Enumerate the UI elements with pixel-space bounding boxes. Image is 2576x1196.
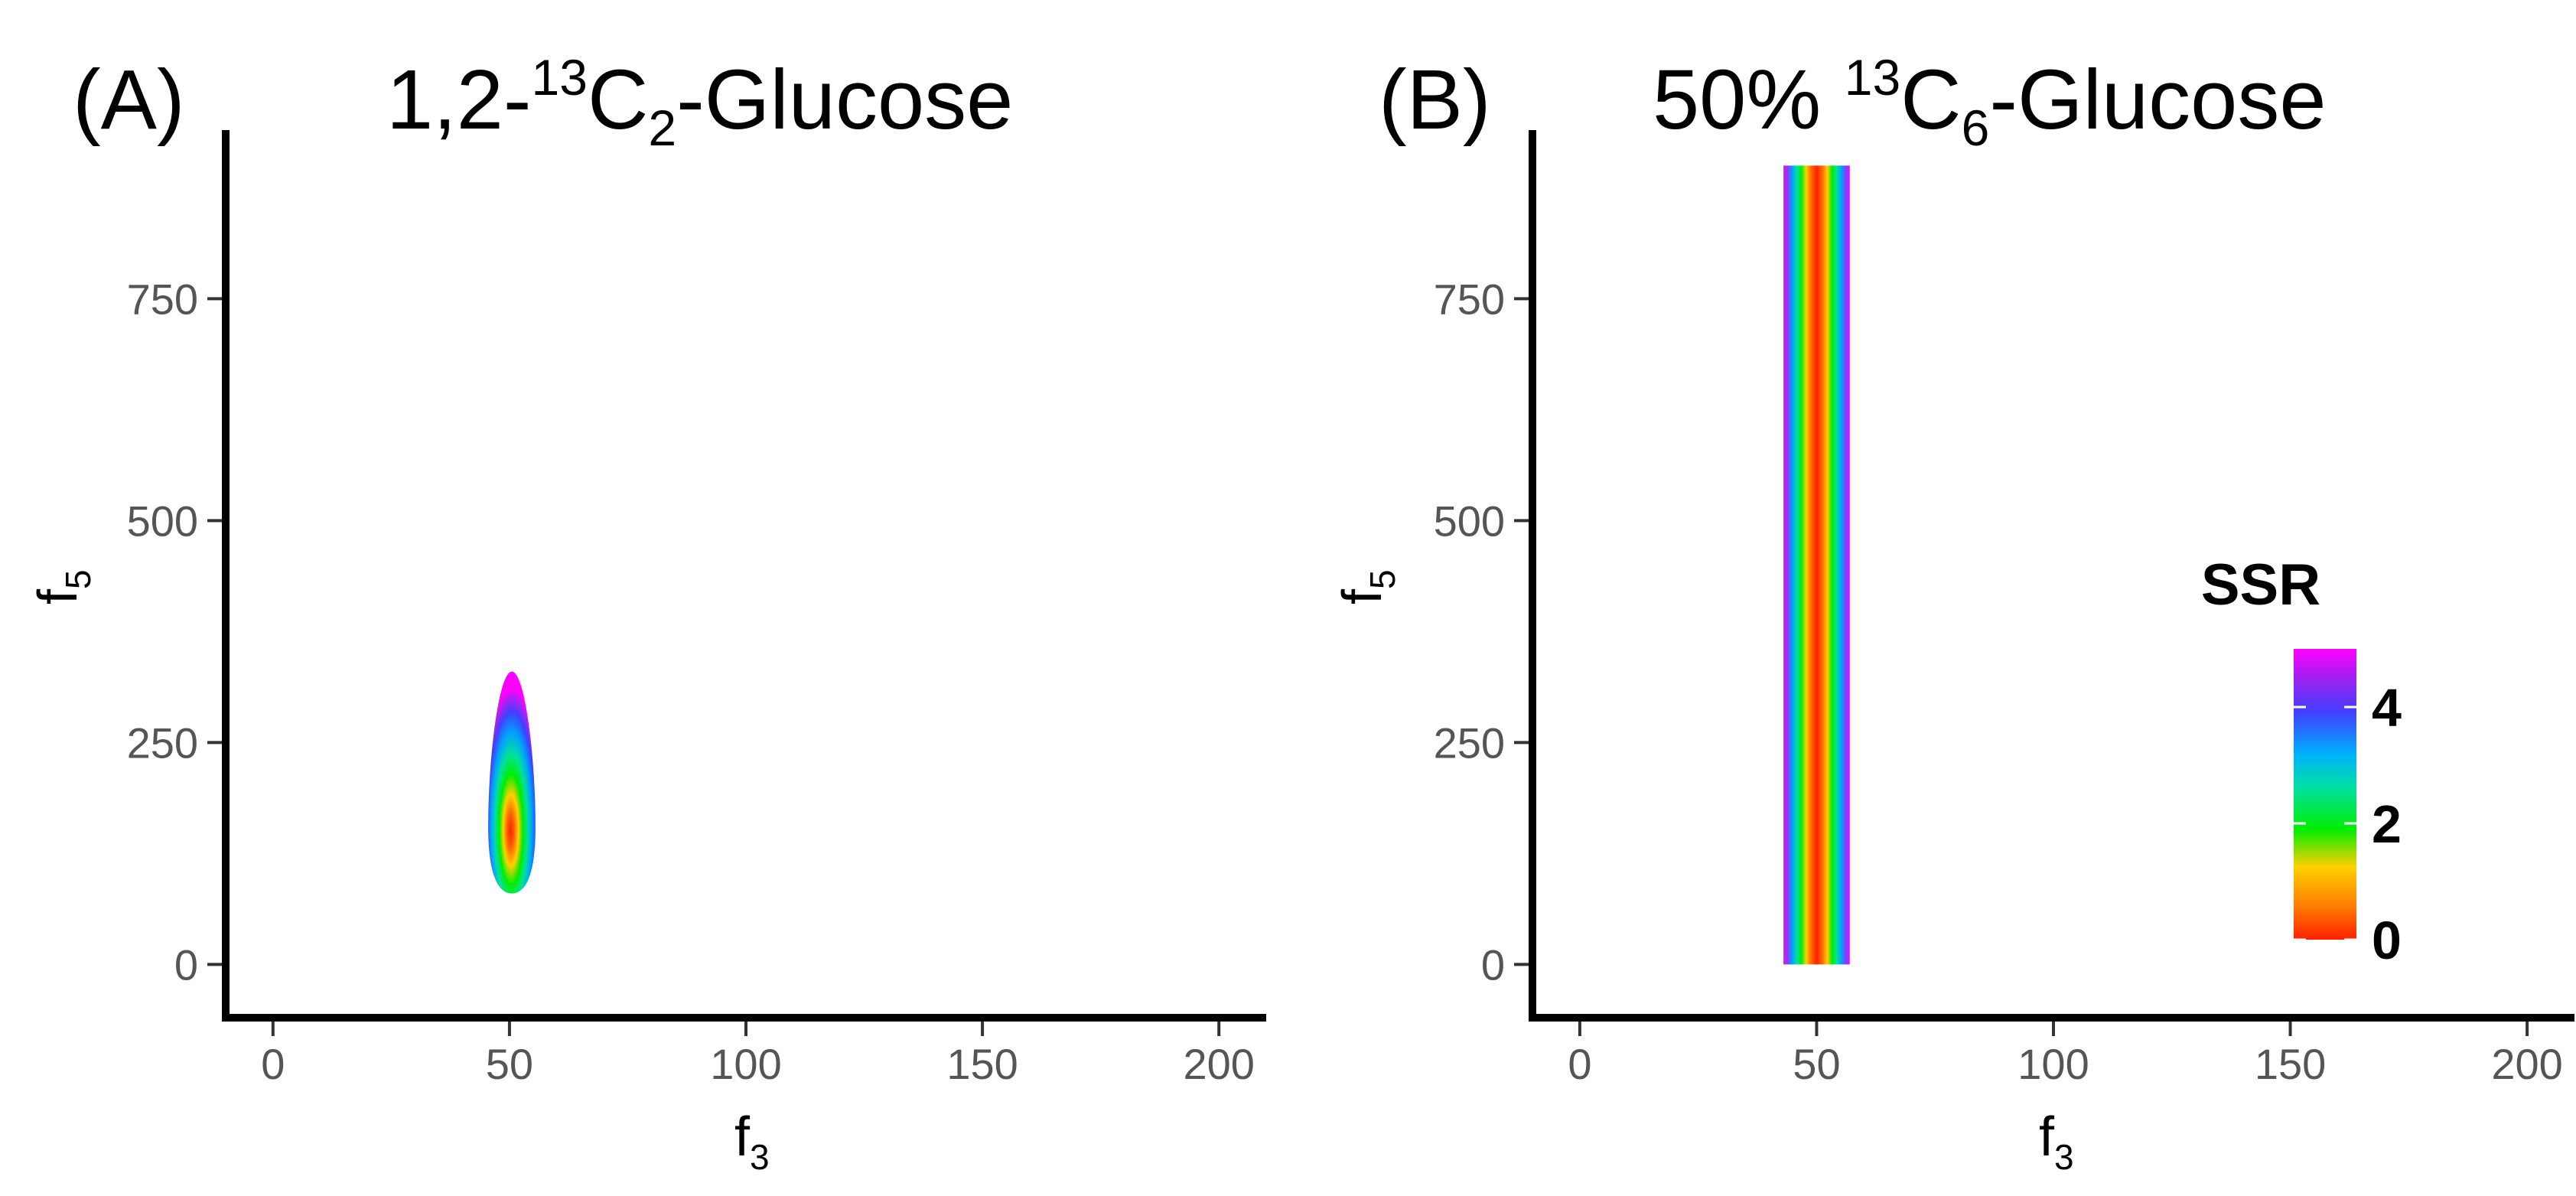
y-tick-label: 500 — [127, 497, 198, 545]
x-tick-label: 50 — [1793, 1040, 1840, 1088]
y-tick-label: 0 — [174, 940, 198, 989]
x-tick-label: 0 — [1568, 1040, 1591, 1088]
panel-a: (A) 1,2-13C2-Glucose 0 50 100 150 200 0 250 500… — [28, 49, 1266, 1177]
y-tick-label: 500 — [1434, 497, 1505, 545]
panel-b-plot: 0 50 100 150 200 0 250 500 750 — [1434, 130, 2574, 1088]
panel-b-ylabel-sub: 5 — [1363, 569, 1402, 589]
y-tick-label: 0 — [1481, 940, 1505, 989]
x-tick-label: 150 — [946, 1040, 1018, 1088]
panel-b-xlabel-sub: 3 — [2054, 1137, 2074, 1177]
panel-a-xlabel-base: f — [734, 1106, 751, 1168]
panel-a-xlabel-sub: 3 — [750, 1137, 770, 1177]
y-tick-label: 750 — [127, 275, 198, 323]
panel-a-title-suffix: -Glucose — [676, 53, 1013, 147]
panel-b-ylabel-base: f — [1332, 588, 1393, 605]
panel-b-title-suffix: -Glucose — [1989, 53, 2326, 147]
ssr-band — [1783, 165, 1850, 965]
ssr-region — [488, 671, 536, 894]
y-tick-label: 250 — [1434, 719, 1505, 767]
legend-label: 0 — [2372, 911, 2402, 970]
x-tick-label: 200 — [2491, 1040, 2562, 1088]
panel-a-plot: 0 50 100 150 200 0 250 500 750 — [127, 130, 1266, 1088]
panel-a-title: 1,2-13C2-Glucose — [386, 49, 1013, 156]
panel-a-ylabel-base: f — [28, 588, 89, 605]
panel-b-title-sub: 6 — [1962, 99, 1990, 156]
panel-b-ylabel: f5 — [1332, 569, 1402, 605]
panel-a-ylabel: f5 — [28, 569, 98, 605]
panel-b-title: 50% 13C6-Glucose — [1653, 49, 2327, 156]
panel-b-title-base: C — [1900, 53, 1961, 147]
panel-a-tag: (A) — [73, 53, 185, 147]
panel-a-title-sub: 2 — [648, 99, 676, 156]
x-tick-label: 50 — [486, 1040, 533, 1088]
legend: SSR 0 2 4 — [2201, 552, 2402, 970]
x-tick-label: 0 — [261, 1040, 285, 1088]
panel-a-title-sup: 13 — [532, 49, 588, 106]
panel-b: (B) 50% 13C6-Glucose 0 50 100 150 2000250500… — [1332, 49, 2574, 1177]
legend-label: 4 — [2372, 678, 2402, 738]
x-tick-label: 100 — [2017, 1040, 2089, 1088]
legend-label: 2 — [2372, 794, 2402, 854]
panel-b-title-prefix: 50% — [1653, 53, 1845, 147]
legend-title: SSR — [2201, 552, 2320, 618]
x-tick-label: 150 — [2255, 1040, 2326, 1088]
x-tick-label: 100 — [710, 1040, 781, 1088]
panel-b-xlabel-base: f — [2039, 1106, 2055, 1168]
panel-a-ylabel-sub: 5 — [58, 569, 98, 589]
panel-a-title-base: C — [588, 53, 648, 147]
panel-b-tag: (B) — [1379, 53, 1491, 147]
y-tick-label: 250 — [127, 719, 198, 767]
panel-a-title-prefix: 1,2- — [386, 53, 532, 147]
x-tick-label: 200 — [1183, 1040, 1254, 1088]
legend-colorbar — [2294, 649, 2356, 940]
y-tick-label: 750 — [1434, 275, 1505, 323]
panel-b-title-sup: 13 — [1845, 49, 1900, 106]
legend-ticks: 0 2 4 — [2294, 678, 2402, 970]
panel-a-xlabel: f3 — [734, 1106, 770, 1177]
panel-b-xlabel: f3 — [2039, 1106, 2074, 1177]
